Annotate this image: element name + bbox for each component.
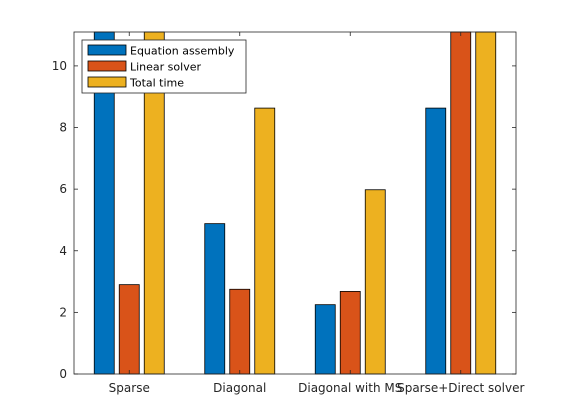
y-axis: 0 2 4 6 8 10 [52,59,516,381]
legend-label-3: Total time [129,77,184,90]
bar-2-3 [254,107,276,375]
legend-label-2: Linear solver [130,61,201,74]
axes-box [73,31,517,375]
bar-2-2 [229,288,251,375]
legend-label-1: Equation assembly [130,45,235,58]
y-tick-label: 6 [59,182,67,196]
bar-3-2 [339,291,361,375]
bar-4-1 [425,107,447,375]
y-tick-label: 10 [52,59,67,73]
x-tick-label: Sparse+Direct solver [397,381,524,395]
x-tick-label: Sparse [109,381,150,395]
bars-group [93,31,497,375]
legend-swatch-2 [87,60,127,72]
bar-2-1 [204,223,226,375]
legend-swatch-1 [87,44,127,56]
x-axis: Sparse Diagonal Diagonal with MSSparse+Dir… [109,32,524,395]
y-tick-label: 2 [59,305,67,319]
y-tick-label: 4 [59,244,67,258]
x-tick-label: Diagonal [213,381,266,395]
x-tick-label: Diagonal with MS [298,381,402,395]
legend: Equation assembly Linear solver Total time [81,39,247,94]
bar-3-1 [314,304,336,375]
bar-1-2 [118,284,140,375]
bar-4-3 [475,31,497,375]
legend-swatch-3 [87,76,127,88]
y-tick-label: 0 [59,367,67,381]
y-tick-label: 8 [59,121,67,135]
bar-3-3 [364,189,386,375]
bar-4-2 [450,31,472,375]
